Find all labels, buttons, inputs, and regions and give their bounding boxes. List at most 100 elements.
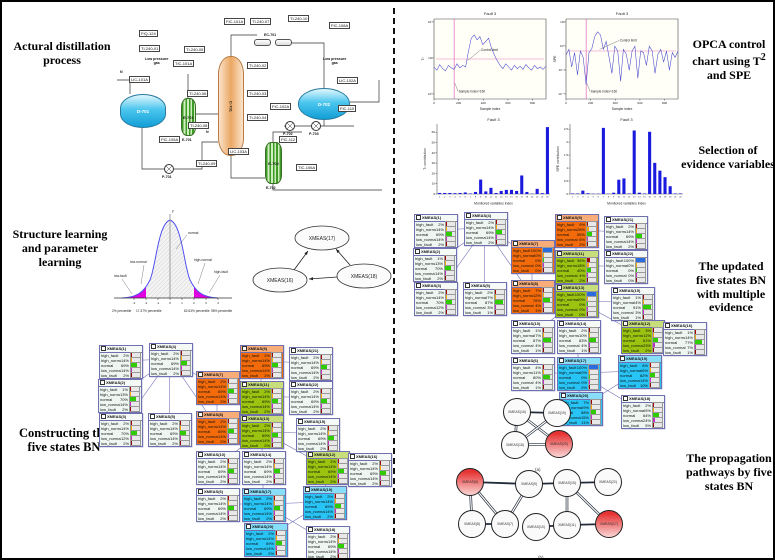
bn-state-row: low_fault 2% [99,406,141,412]
bn-state-value: 14% [217,510,226,516]
bn-node-XMEAS(12): XMEAS(12) high_fault 2% high_normal 14% norma… [306,451,350,485]
svg-text:82.63% percentile: 82.63% percentile [184,309,210,313]
svg-text:10²: 10² [560,20,564,24]
bn-state-row: high_normal 4% [612,299,654,305]
bn-state-value: 14% [261,367,270,373]
svg-text:16: 16 [648,197,651,199]
bn-state-value: 2% [266,458,272,464]
bn-state-row: low_fault 2% [197,515,239,521]
bn-state-label: low_normal [198,393,218,399]
bn-state-label: high_fault [350,460,368,466]
bn-state-row: low_normal 12% [100,435,142,441]
instrument-tag: TI-240-03 [247,90,269,97]
svg-text:normal: normal [188,231,199,235]
svg-text:13: 13 [633,197,636,199]
bn-state-bar [444,270,455,276]
bn-state-row: low_fault 2% [241,408,283,414]
bn-state-row: low_normal 4% [512,342,554,348]
bn-state-bar [649,367,660,373]
bn-state-value: 1% [687,349,693,355]
bn-state-value: 7% [535,332,541,338]
bn-state-value: 4% [535,364,541,370]
bn-state-row: high_fault 2% [307,533,349,539]
bn-state-value: 2% [266,515,272,521]
bn-state-value: 69% [169,430,178,436]
bn-state-bar [130,425,141,431]
bn-state-label: low_normal [466,234,486,240]
bn-state-bar [495,224,506,230]
bn-state-row: high_fault 1% [612,294,654,300]
bn-state-label: high_fault [198,495,216,501]
svg-text:18: 18 [659,197,662,199]
bn-state-label: normal [623,337,636,343]
bn-state-row: high_fault 2% [149,420,191,426]
bn-state-bar [179,440,190,446]
bn-state-value: 1% [437,255,443,261]
svg-text:200: 200 [588,101,593,105]
vessel-label: E-701 [183,114,194,120]
bn-state-value: 2% [488,239,494,245]
bn-state-label: high_normal [101,357,121,363]
bn-node-icon [242,382,247,388]
bn-state-label: low_fault [242,442,258,448]
bn-state-label: low_normal [308,548,328,554]
prop-node-XMEAS(17): XMEAS(17) [595,510,623,538]
bn-state-value: 2% [264,352,270,358]
bn-state-bar [379,475,390,481]
instrument-tag: TI-240-07 [250,18,272,25]
bn-state-row: low_fault 2% [290,374,332,380]
bn-state-value: 3% [487,304,493,310]
bn-state-bar [320,364,331,370]
bn-node-icon [308,452,313,458]
bn-state-row: high_normal 14% [150,355,192,361]
bn-state-bar [337,473,348,479]
prop-node-XMEAS(16): XMEAS(16) [503,398,531,426]
bn-state-value: 3% [645,327,651,333]
bn-state-label: normal [513,257,526,263]
bn-state-row: low_normal 14% [415,236,457,242]
svg-text:9: 9 [613,197,615,199]
prop-node-XMEAS(7): XMEAS(7) [491,510,519,538]
bn-state-row: low_fault 2% [150,370,192,376]
bn-state-value: 69% [120,362,129,368]
bn-state-value: 87% [484,299,493,305]
bn-state-row: high_fault 2% [304,493,346,499]
bn-state-bar [590,414,601,420]
bn-state-bar [337,458,348,464]
bn-state-label: high_fault [305,493,323,499]
bn-state-bar [542,337,553,343]
bn-node-XMEAS(17): XMEAS(17) high_fault 2% high_normal 14% norma… [242,488,286,522]
svg-text:Fault 3: Fault 3 [487,117,500,122]
bn-state-label: normal [244,468,257,474]
svg-text:600: 600 [637,101,642,105]
bn-state-value: 2% [172,420,178,426]
bn-state-label: low_normal [291,403,311,409]
bn-state-label: normal [513,374,526,380]
bn-state-bar [586,272,597,278]
bn-state-row: high_fault 2% [415,221,457,227]
svg-text:800: 800 [662,101,667,105]
bn-state-row: high_normal 14% [241,357,283,363]
bn-state-row: high_normal 14% [465,224,507,230]
bn-state-label: normal [557,301,570,307]
bn-state-bar [275,545,286,551]
svg-text:19: 19 [664,197,667,199]
bn-state-label: low_fault [198,478,214,484]
bn-state-bar [320,354,331,360]
bn-node-title: XMEAS(19) [619,356,661,363]
bn-state-value: 14% [324,498,333,504]
bn-state-row: normal 69% [241,432,283,438]
equipment-label: E-701 [182,138,192,142]
bn-state-value: 14% [265,545,274,551]
vessel-D-701: D-701 [120,94,166,128]
bn-state-value: 14% [327,473,336,479]
bn-node-title: XMEAS(22) [605,251,647,258]
bn-state-label: high_normal [242,427,262,433]
bn-state-label: low_fault [308,478,324,484]
bn-node-icon [606,217,611,223]
bn-state-label: high_normal [101,425,121,431]
bn-state-row: low_fault 0% [558,384,600,390]
bn-state-value: 69% [261,432,270,438]
bn-state-label: low_normal [298,440,318,446]
bn-node-icon [557,251,562,257]
